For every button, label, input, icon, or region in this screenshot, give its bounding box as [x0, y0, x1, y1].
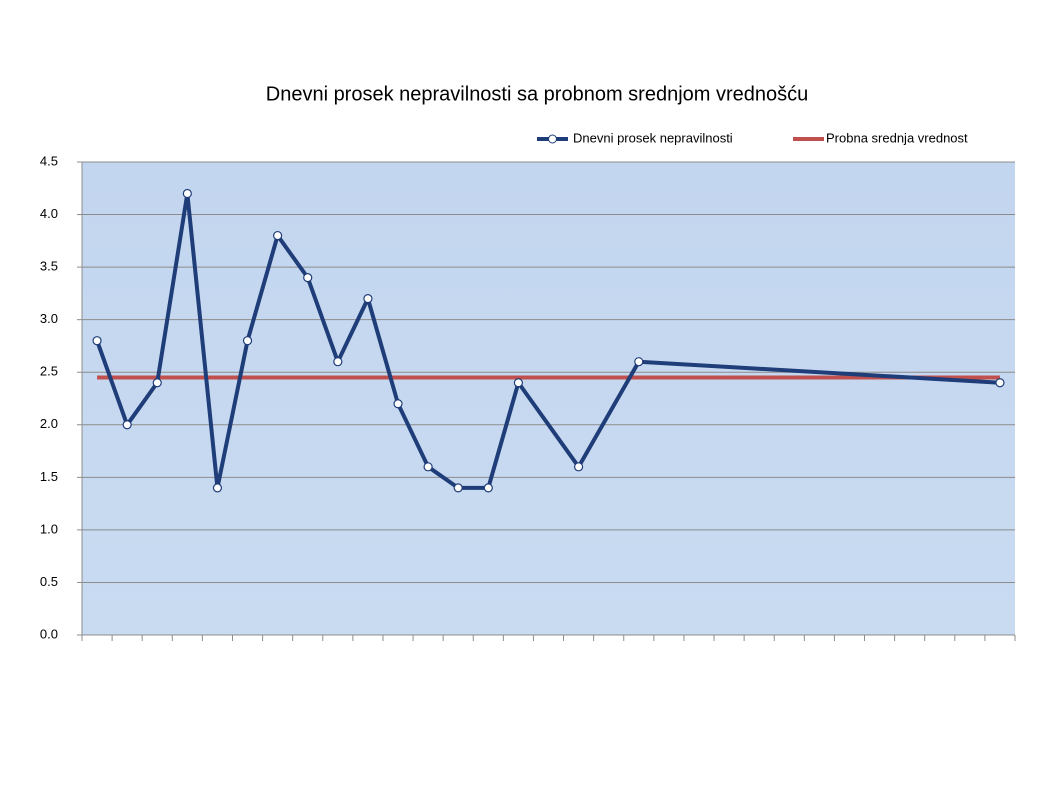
y-tick-label: 3.5 [40, 259, 58, 274]
y-tick-label: 0.5 [40, 574, 58, 589]
data-point [182, 188, 192, 199]
y-tick-label: 2.0 [40, 416, 58, 431]
data-point [995, 378, 1005, 388]
data-point [573, 462, 584, 472]
legend-label: Dnevni prosek nepravilnosti [573, 130, 733, 145]
data-point [483, 483, 493, 493]
data-point [363, 294, 373, 304]
data-point [273, 230, 283, 241]
plot-area [82, 162, 1015, 635]
data-point [303, 273, 313, 283]
data-point [423, 462, 433, 472]
y-tick-label: 0.0 [40, 626, 58, 641]
data-point [92, 336, 102, 346]
data-point [393, 399, 403, 409]
data-point [122, 420, 132, 430]
y-tick-label: 1.5 [40, 469, 58, 484]
y-tick-label: 4.5 [40, 153, 58, 168]
data-point [513, 378, 524, 388]
y-tick-label: 4.0 [40, 206, 58, 221]
y-tick-label: 2.5 [40, 364, 58, 379]
y-tick-label: 3.0 [40, 311, 58, 326]
data-point [152, 378, 162, 388]
data-point [333, 357, 343, 367]
data-point [453, 483, 463, 493]
chart-title: Dnevni prosek nepravilnosti sa probnom s… [266, 83, 809, 105]
series-line [95, 191, 1001, 490]
data-point [242, 336, 253, 346]
data-point [634, 357, 644, 367]
y-tick-label: 1.0 [40, 521, 58, 536]
legend-marker [548, 134, 557, 144]
legend-label: Probna srednja vrednost [826, 130, 968, 145]
data-point [212, 483, 223, 493]
